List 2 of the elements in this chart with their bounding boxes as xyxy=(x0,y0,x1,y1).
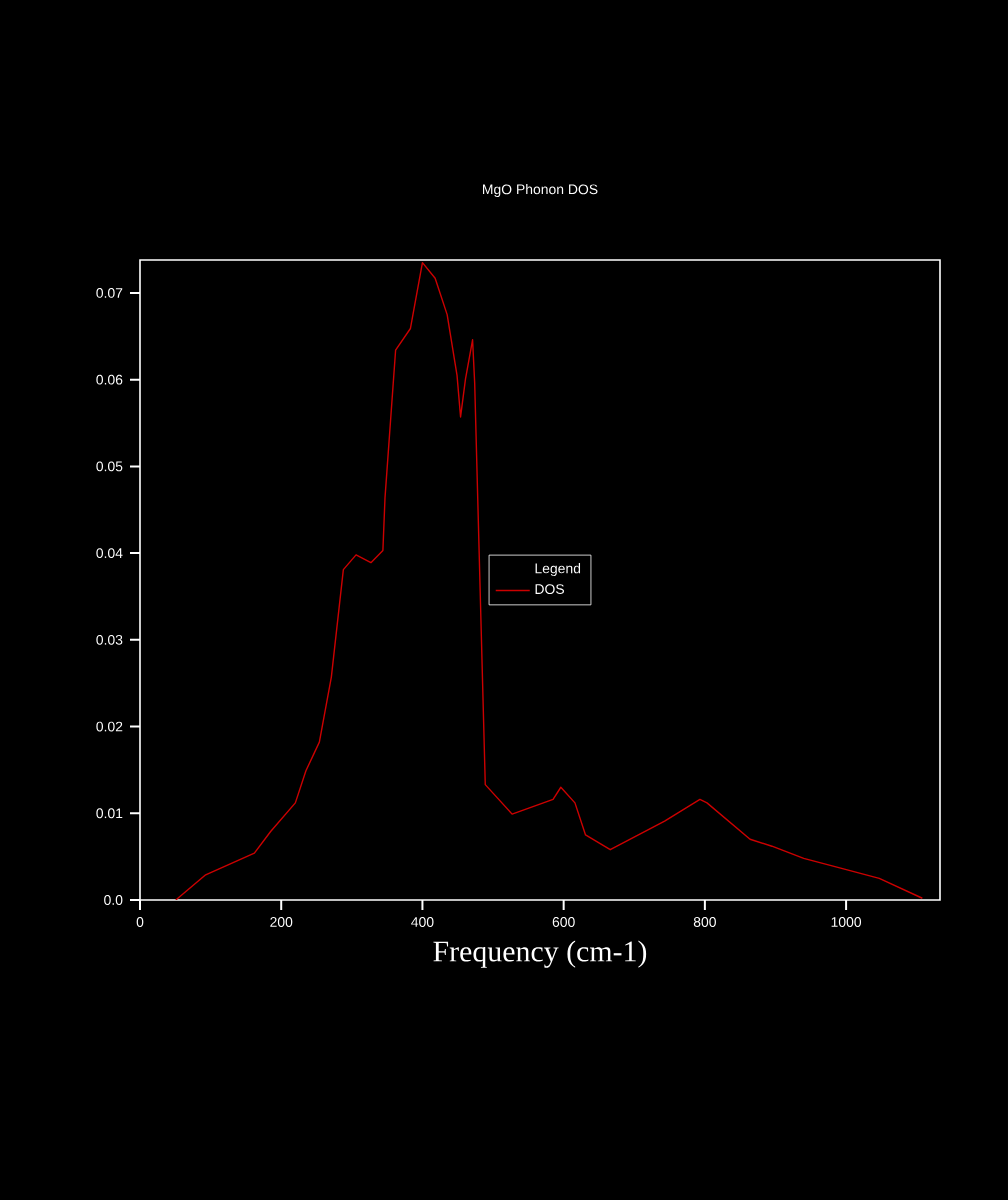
line-series xyxy=(175,261,924,900)
x-axis-title: Frequency (cm-1) xyxy=(433,940,647,968)
